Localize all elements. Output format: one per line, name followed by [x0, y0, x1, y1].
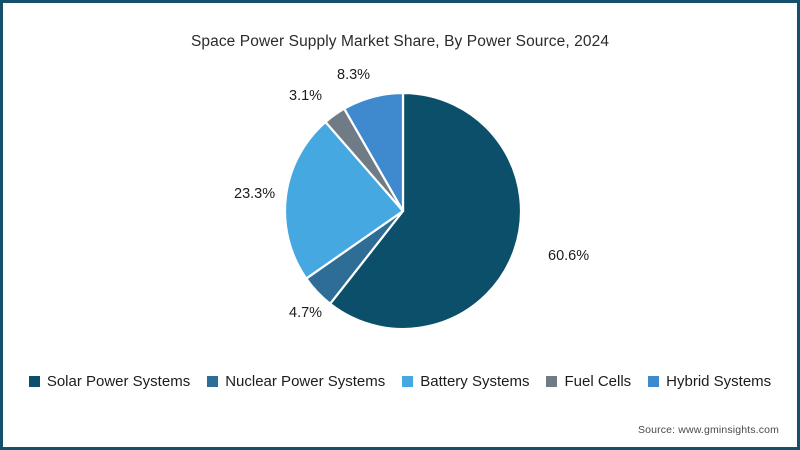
legend-swatch-icon: [546, 376, 558, 387]
legend-swatch-icon: [648, 376, 660, 387]
chart-legend: Solar Power Systems Nuclear Power Systems…: [3, 373, 797, 390]
source-note: Source: www.gminsights.com: [637, 424, 779, 436]
pie-data-label: 4.7%: [289, 305, 322, 321]
pie-slice-group: [283, 91, 523, 331]
page-title: Space Power Supply Market Share, By Powe…: [190, 33, 610, 50]
legend-item[interactable]: Fuel Cells: [546, 373, 631, 390]
pie-chart-svg: 60.6% 4.7% 23.3% 3.1% 8.3%: [234, 67, 589, 331]
legend-swatch-icon: [207, 376, 219, 387]
pie-slice[interactable]: [343, 91, 405, 213]
legend-item-label: Solar Power Systems: [46, 373, 191, 390]
chart-canvas: Space Power Supply Market Share, By Powe…: [3, 3, 797, 447]
pie-chart-area: 60.6% 4.7% 23.3% 3.1% 8.3%: [3, 55, 797, 345]
legend-item[interactable]: Solar Power Systems: [28, 373, 191, 390]
pie-data-label: 23.3%: [234, 186, 275, 202]
pie-data-label: 8.3%: [337, 67, 370, 83]
legend-item-label: Battery Systems: [420, 373, 530, 390]
legend-item[interactable]: Battery Systems: [402, 373, 529, 390]
pie-data-label: 60.6%: [548, 248, 589, 264]
pie-data-label: 3.1%: [289, 88, 322, 104]
legend-swatch-icon: [28, 376, 40, 387]
legend-swatch-icon: [402, 376, 414, 387]
pie-slice[interactable]: [328, 91, 523, 331]
pie-slice[interactable]: [283, 120, 405, 280]
legend-item[interactable]: Hybrid Systems: [648, 373, 771, 390]
pie-data-label-group: 60.6% 4.7% 23.3% 3.1% 8.3%: [234, 67, 589, 321]
legend-item-label: Hybrid Systems: [666, 373, 772, 390]
legend-item-label: Nuclear Power Systems: [225, 373, 386, 390]
legend-item-label: Fuel Cells: [564, 373, 632, 390]
legend-item[interactable]: Nuclear Power Systems: [207, 373, 385, 390]
